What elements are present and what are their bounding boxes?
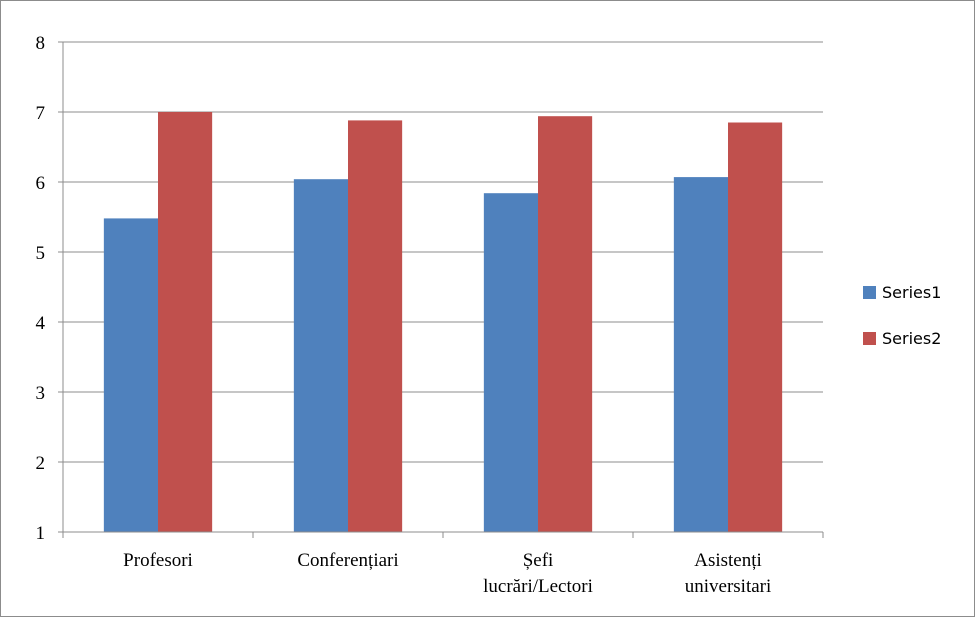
bars — [103, 112, 783, 533]
legend-swatch-series2 — [863, 332, 876, 345]
bar-series2-2 — [538, 116, 593, 532]
bar-series2-3 — [728, 122, 783, 532]
y-tick-label: 8 — [36, 33, 46, 54]
bar-series2-0 — [158, 112, 213, 532]
legend: Series1 Series2 — [863, 283, 941, 348]
axes — [58, 41, 824, 538]
y-tick-label: 5 — [36, 243, 46, 264]
x-tick-label: lucrări/Lectori — [483, 576, 593, 597]
x-tick-label: Șefi — [523, 550, 554, 571]
bar-series2-1 — [348, 120, 403, 533]
x-tick-label: Profesori — [123, 550, 193, 571]
x-tick-labels: Profesori Conferențiari Șefi lucrări/Lector… — [123, 550, 771, 597]
legend-label-series1: Series1 — [882, 283, 941, 302]
y-tick-labels: 1 2 3 4 5 6 7 8 — [36, 33, 46, 544]
bar-series1-3 — [673, 177, 728, 532]
x-tick-label: universitari — [685, 576, 772, 597]
y-tick-label: 2 — [36, 453, 46, 474]
y-tick-label: 7 — [36, 103, 46, 124]
y-tick-label: 1 — [36, 523, 46, 544]
y-tick-label: 4 — [36, 313, 46, 334]
y-tick-label: 6 — [36, 173, 46, 194]
legend-swatch-series1 — [863, 286, 876, 299]
y-tick-label: 3 — [36, 383, 46, 404]
bar-series1-0 — [103, 218, 158, 532]
x-tick-label: Conferențiari — [297, 550, 398, 571]
bar-series1-1 — [293, 179, 348, 532]
legend-label-series2: Series2 — [882, 329, 941, 348]
bar-series1-2 — [483, 193, 538, 532]
x-tick-label: Asistenți — [694, 550, 762, 571]
